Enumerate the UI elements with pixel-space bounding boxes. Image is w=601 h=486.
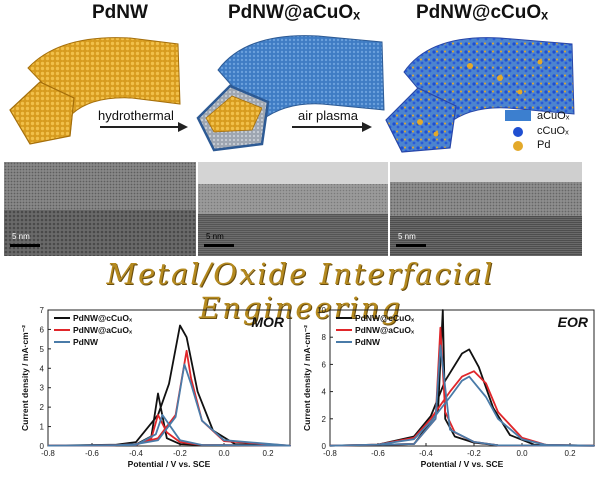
plot-frame	[47, 309, 291, 447]
plot-frame	[329, 309, 595, 447]
legend-ccuox-marker	[513, 127, 523, 137]
x-tick-label: -0.2	[173, 449, 187, 458]
legend-ccuox-label: cCuOₓ	[537, 125, 569, 137]
legend-label: PdNW@cCuOₓ	[355, 313, 415, 323]
title-pdnw: PdNW	[92, 2, 148, 23]
y-tick-label: 8	[322, 333, 327, 342]
chart-annotation: MOR	[251, 314, 285, 330]
y-axis-label: Current density / mA·cm⁻²	[20, 325, 30, 431]
banner-title: Metal/Oxide Interfacial Engineering	[106, 257, 495, 325]
x-axis-label: Potential / V vs. SCE	[128, 459, 211, 469]
y-tick-label: 2	[40, 403, 45, 412]
air-plasma-label: air plasma	[298, 108, 358, 123]
tem-texture-ccuox	[390, 162, 582, 256]
chart-eor: -0.8 -0.6 -0.4 -0.2 0.0 0.2 0 2 4 6 8 10 Potential /…	[302, 306, 595, 469]
nanowire-schematic	[9, 35, 575, 153]
legend-pd-marker	[513, 141, 523, 151]
y-tick-label: 5	[40, 345, 45, 354]
legend-label: PdNW	[355, 337, 381, 347]
y-axis-label: Current density / mA·cm⁻²	[302, 325, 312, 431]
y-tick-label: 7	[40, 306, 45, 315]
title-pdnw-ccuox: PdNW@cCuOₓ	[416, 2, 549, 23]
series-line-1	[47, 349, 291, 447]
x-tick-label: -0.6	[85, 449, 99, 458]
pdnw-wire	[9, 37, 181, 145]
y-tick-label: 10	[317, 306, 326, 315]
x-tick-label: 0.0	[516, 449, 528, 458]
legend-acuox-label: aCuOₓ	[537, 110, 570, 122]
pdnw-ccuox-wire	[385, 37, 575, 153]
legend-label: PdNW@aCuOₓ	[355, 325, 415, 335]
air-plasma-arrow	[292, 122, 372, 132]
y-tick-label: 2	[322, 415, 327, 424]
hydrothermal-arrow	[100, 122, 188, 132]
chart-annotation: EOR	[558, 314, 589, 330]
x-tick-label: -0.6	[371, 449, 385, 458]
x-tick-label: -0.4	[129, 449, 143, 458]
title-pdnw-acuox: PdNW@aCuOₓ	[228, 2, 361, 23]
tem-texture-acuox	[198, 162, 388, 256]
y-tick-label: 4	[40, 364, 45, 373]
y-tick-label: 3	[40, 384, 45, 393]
tem-scale-label-acuox: 5 nm	[206, 232, 224, 241]
hydrothermal-label: hydrothermal	[98, 108, 174, 123]
y-tick-label: 0	[322, 442, 327, 451]
legend-pd-label: Pd	[537, 139, 551, 151]
x-axis-label: Potential / V vs. SCE	[421, 459, 504, 469]
y-tick-label: 6	[40, 325, 45, 334]
series-line-2	[47, 363, 291, 447]
x-tick-label: -0.8	[41, 449, 55, 458]
y-tick-label: 4	[322, 388, 327, 397]
y-tick-label: 0	[40, 442, 45, 451]
tem-image-pdnw: 5 nm	[4, 162, 196, 256]
pdnw-acuox-wire	[196, 35, 385, 152]
legend-acuox-swatch	[505, 110, 531, 121]
legend-label: PdNW	[73, 337, 99, 347]
x-tick-label: 0.2	[262, 449, 274, 458]
x-tick-label: -0.4	[419, 449, 433, 458]
tem-scale-label-ccuox: 5 nm	[398, 232, 416, 241]
tem-image-acuox: 5 nm	[198, 162, 388, 256]
x-tick-label: 0.2	[564, 449, 576, 458]
x-tick-label: 0.0	[218, 449, 230, 458]
legend-label: PdNW@aCuOₓ	[73, 325, 133, 335]
tem-scale-label-pdnw: 5 nm	[12, 232, 30, 241]
tem-image-ccuox: 5 nm	[390, 162, 582, 256]
tem-texture-pdnw	[4, 162, 196, 256]
series-line-0	[47, 324, 291, 447]
x-tick-label: -0.2	[467, 449, 481, 458]
series-line-2	[329, 344, 595, 447]
y-tick-label: 6	[322, 360, 327, 369]
y-tick-label: 1	[40, 423, 45, 432]
chart-mor: -0.8 -0.6 -0.4 -0.2 0.0 0.2 0 1 2 3 4 5 6 7 Potential …	[20, 306, 291, 469]
x-tick-label: -0.8	[323, 449, 337, 458]
legend-label: PdNW@cCuOₓ	[73, 313, 133, 323]
